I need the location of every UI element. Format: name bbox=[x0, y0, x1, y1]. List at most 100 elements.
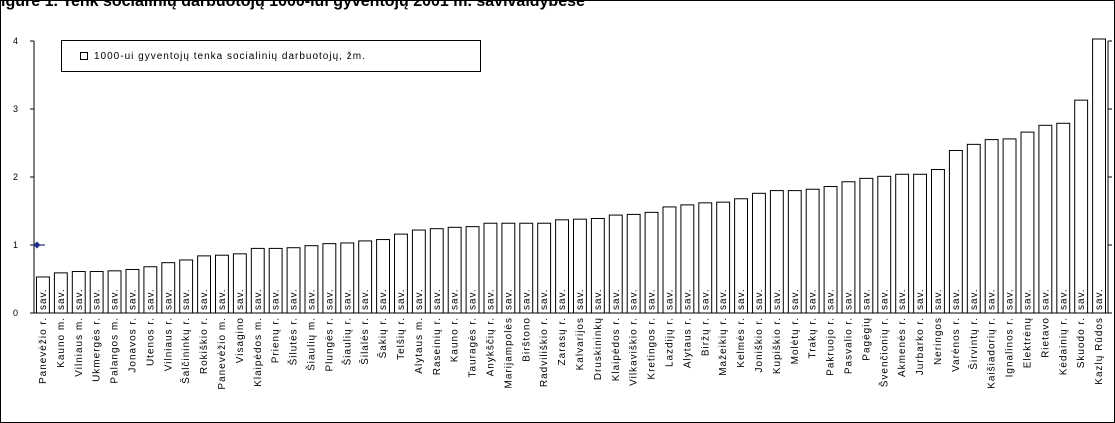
bar-inner-label: sav. bbox=[235, 288, 246, 310]
x-tick-label: Elektrėnų bbox=[1022, 317, 1033, 368]
bar bbox=[71, 271, 86, 314]
bar-inner-label: sav. bbox=[808, 288, 819, 310]
bar bbox=[215, 254, 229, 314]
x-tick-label: Raseinių r. bbox=[432, 317, 443, 375]
x-tick-label: Joniškio r. bbox=[754, 317, 765, 372]
y-axis-left: 0 1 2 3 4 bbox=[13, 36, 1108, 318]
x-tick-label: Kazlų Rūdos bbox=[1094, 317, 1105, 385]
bar-inner-label: sav. bbox=[682, 288, 693, 310]
bar bbox=[394, 233, 408, 314]
x-tick-label: Prienų r. bbox=[271, 317, 282, 363]
bar-inner-label: sav. bbox=[647, 288, 658, 310]
bar bbox=[966, 143, 981, 314]
x-tick-label: Rokiškio r. bbox=[199, 317, 210, 374]
x-tick-label: Pakruojo r. bbox=[826, 317, 837, 376]
bar bbox=[895, 173, 910, 314]
bar bbox=[519, 222, 534, 314]
bar bbox=[53, 272, 68, 314]
x-tick-label: Klaipėdos m. bbox=[253, 317, 264, 387]
bar bbox=[1092, 38, 1106, 314]
bar-inner-label: sav. bbox=[593, 288, 604, 310]
x-tick-label: Kelmės r. bbox=[736, 317, 747, 368]
bar bbox=[250, 247, 265, 314]
x-tick-label: Radviliškio r. bbox=[539, 317, 550, 387]
x-tick-label: Šilutės r. bbox=[287, 317, 300, 365]
bar-inner-label: sav. bbox=[1094, 288, 1105, 310]
x-tick-label: Anykščių r. bbox=[485, 317, 496, 376]
bar bbox=[1020, 131, 1035, 314]
marker-point bbox=[33, 241, 41, 249]
x-tick-label: Visagino bbox=[235, 317, 246, 363]
bar-inner-label: sav. bbox=[629, 288, 640, 310]
bar bbox=[304, 245, 319, 314]
x-tick-label: Molėtų r. bbox=[790, 317, 801, 364]
bar bbox=[411, 229, 426, 314]
bar-inner-label: sav. bbox=[826, 288, 837, 310]
bar bbox=[662, 206, 677, 314]
bar-inner-label: sav. bbox=[987, 288, 998, 310]
bar-inner-label: sav. bbox=[754, 288, 765, 310]
bar-inner-label: sav. bbox=[879, 288, 890, 310]
bar bbox=[626, 213, 641, 314]
bar-inner-label: sav. bbox=[969, 288, 980, 310]
bar bbox=[931, 169, 945, 314]
bar-inner-label: sav. bbox=[843, 288, 854, 310]
bar-inner-label: sav. bbox=[575, 288, 586, 310]
bar bbox=[787, 190, 802, 314]
bar-inner-label: sav. bbox=[396, 288, 407, 310]
bar bbox=[36, 276, 50, 314]
x-tick-label: Kalvarijos bbox=[575, 317, 586, 370]
x-tick-label: Ukmergės r. bbox=[92, 317, 103, 382]
bar-inner-label: sav. bbox=[289, 288, 300, 310]
x-tick-label: Vilniaus m. bbox=[74, 317, 85, 377]
bar bbox=[948, 149, 963, 314]
bar-inner-label: sav. bbox=[306, 288, 317, 310]
bar bbox=[734, 198, 748, 314]
bar-inner-label: sav. bbox=[378, 288, 389, 310]
bar-series bbox=[36, 38, 1106, 314]
bar-inner-label: sav. bbox=[92, 288, 103, 310]
bar-inner-label: sav. bbox=[772, 288, 783, 310]
x-tick-label: Utenos r. bbox=[145, 317, 156, 366]
bar-inner-label: sav. bbox=[664, 288, 675, 310]
bar bbox=[716, 201, 731, 314]
x-tick-label: Pagėgių bbox=[861, 317, 872, 361]
bar-inner-label: sav. bbox=[217, 288, 228, 310]
legend-swatch bbox=[80, 52, 88, 60]
bar bbox=[590, 217, 605, 314]
x-tick-label: Lazdijų r. bbox=[664, 317, 675, 367]
bar bbox=[143, 266, 158, 314]
x-tick-label: Palangos m. bbox=[110, 317, 121, 384]
y-tick-label-left: 2 bbox=[13, 172, 18, 182]
bar bbox=[125, 268, 140, 314]
x-tick-label: Zarasų r. bbox=[557, 317, 568, 365]
bar-inner-label: sav. bbox=[611, 288, 622, 310]
bar-inner-label: sav. bbox=[432, 288, 443, 310]
bar bbox=[984, 139, 999, 314]
x-tick-label: Klaipėdos r. bbox=[611, 317, 622, 381]
bar bbox=[161, 262, 176, 314]
x-tick-label: Šiaulių m. bbox=[304, 317, 317, 371]
bar bbox=[680, 204, 695, 314]
bar-inner-label: sav. bbox=[521, 288, 532, 310]
x-axis-labels: Panevėžio r. Kauno m. Vilniaus m. Ukmergės … bbox=[38, 317, 1105, 390]
bar-inner-label: sav. bbox=[127, 288, 138, 310]
bar bbox=[1038, 124, 1053, 314]
bar-inner-label: sav. bbox=[450, 288, 461, 310]
bar bbox=[465, 226, 480, 314]
x-tick-label: Neringos bbox=[933, 317, 944, 365]
bar bbox=[573, 218, 587, 314]
bar-inner-label: sav. bbox=[360, 288, 371, 310]
bar-inner-label: sav. bbox=[271, 288, 282, 310]
x-tick-label: Šakių r. bbox=[376, 317, 389, 358]
bar bbox=[340, 242, 355, 314]
x-tick-label: Panevėžio r. bbox=[38, 317, 49, 384]
bar bbox=[555, 219, 569, 314]
bar bbox=[89, 271, 104, 314]
bar-inner-label: sav. bbox=[342, 288, 353, 310]
bar-inner-label: sav. bbox=[74, 288, 85, 310]
bar-inner-label: sav. bbox=[163, 288, 174, 310]
x-tick-label: Skuodo r. bbox=[1076, 317, 1087, 368]
bar bbox=[859, 177, 874, 314]
